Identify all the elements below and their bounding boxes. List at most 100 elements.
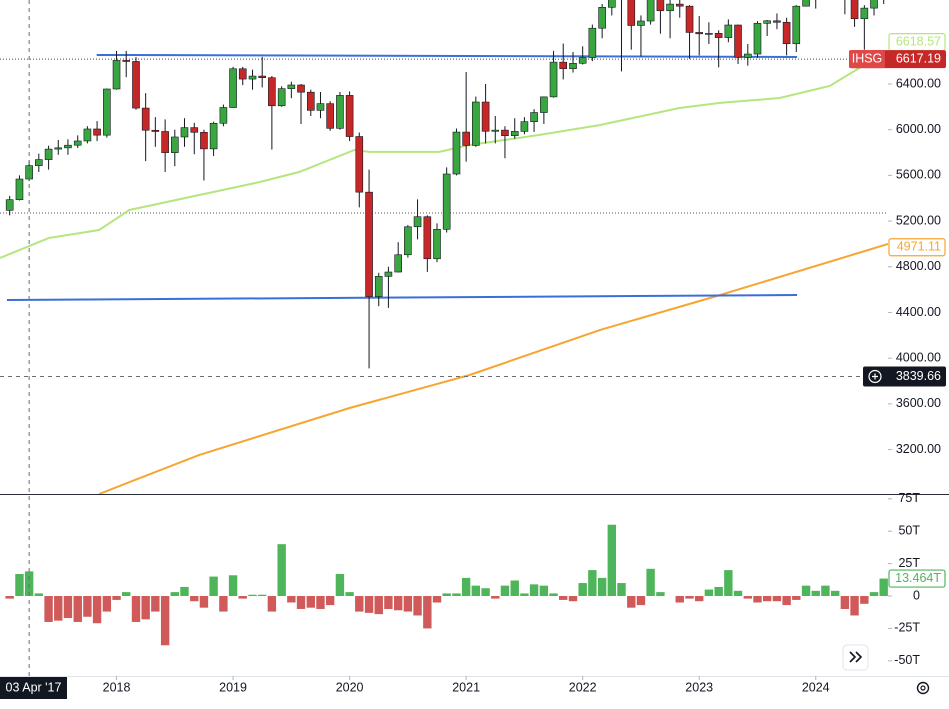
- candle-body: [229, 68, 237, 108]
- volume-bar: [394, 596, 403, 611]
- candle-body: [773, 20, 781, 23]
- candle-body: [151, 129, 160, 132]
- candle-body: [83, 128, 92, 142]
- y-tick-label: 3600.00: [896, 396, 941, 410]
- candle-body: [724, 24, 733, 38]
- candle-body: [316, 103, 325, 111]
- candle-body: [637, 20, 645, 26]
- candle-body: [472, 101, 480, 146]
- volume-bar: [160, 596, 170, 646]
- volume-bar: [568, 596, 578, 602]
- volume-bar: [656, 592, 665, 597]
- y-tick-label: 4000.00: [896, 350, 941, 364]
- scroll-icon: [849, 651, 863, 663]
- candle-body: [355, 136, 364, 193]
- y-tick-label: -25T: [894, 621, 920, 635]
- volume-bar: [73, 596, 82, 622]
- volume-bar: [821, 585, 830, 597]
- ma-value-box: [888, 238, 946, 257]
- scroll-button[interactable]: [842, 644, 869, 671]
- crosshair-plus-sign: [872, 373, 878, 380]
- y-tick-label: 3200.00: [896, 442, 941, 456]
- y-tick-label: 6400.00: [896, 76, 941, 90]
- candle-body: [287, 84, 296, 89]
- candle-body: [753, 23, 762, 55]
- candle-body: [268, 77, 276, 107]
- y-tick-label: 0: [913, 588, 920, 602]
- candle-body: [103, 88, 111, 136]
- candle-body: [695, 32, 704, 35]
- volume-bar: [627, 596, 636, 608]
- y-tick-label: 4400.00: [896, 305, 941, 319]
- volume-bar: [325, 596, 335, 606]
- candle-body: [238, 68, 247, 80]
- candle-body: [277, 88, 286, 107]
- candle-body: [666, 3, 674, 12]
- volume-bar: [695, 596, 704, 602]
- candle-body: [248, 75, 257, 80]
- volume-bar: [228, 575, 238, 597]
- candle-body: [685, 5, 694, 33]
- candle-body: [559, 61, 568, 69]
- volume-bar: [733, 590, 743, 597]
- volume-bar: [510, 580, 519, 597]
- candle-body: [171, 136, 179, 153]
- volume-bar: [277, 544, 286, 597]
- candle-body: [598, 7, 606, 29]
- volume-bar: [44, 596, 53, 622]
- x-tick-label: 2023: [685, 680, 713, 694]
- volume-bar: [413, 596, 422, 616]
- volume-value-label: 13.464T: [895, 571, 941, 585]
- volume-bar: [316, 596, 325, 609]
- candle-body: [345, 95, 354, 137]
- candle-body: [860, 7, 869, 20]
- candle-body: [656, 0, 665, 12]
- candle-body: [297, 84, 305, 93]
- volume-bar: [92, 596, 102, 624]
- volume-bar: [267, 596, 277, 612]
- volume-bar: [442, 593, 451, 597]
- y-tick-label: 4800.00: [896, 259, 941, 273]
- candle-body: [112, 60, 121, 90]
- volume-bar: [646, 568, 655, 597]
- x-tick-label: 2022: [569, 680, 597, 694]
- candle-body: [792, 5, 801, 45]
- candle-body: [132, 61, 140, 109]
- volume-bar: [34, 593, 44, 597]
- x-tick-label: 2020: [336, 680, 364, 694]
- volume-bar: [452, 593, 461, 597]
- volume-bar: [704, 589, 714, 597]
- volume-bar: [461, 577, 471, 597]
- candle-body: [763, 20, 771, 24]
- crosshair-time-label: 03 Apr '17: [6, 680, 62, 694]
- volume-bar: [743, 596, 753, 599]
- volume-bar: [141, 596, 150, 620]
- candle-body: [782, 21, 791, 45]
- volume-bar: [636, 596, 646, 606]
- candle-body: [423, 216, 432, 260]
- candle-body: [501, 129, 509, 137]
- volume-bar: [607, 524, 617, 597]
- volume-bar: [248, 594, 257, 597]
- volume-bar: [471, 585, 481, 597]
- volume-bar: [374, 596, 383, 615]
- candle-body: [258, 75, 267, 78]
- volume-bar: [753, 596, 762, 603]
- candle-body: [705, 33, 713, 35]
- candle-body: [336, 95, 344, 129]
- volume-bar: [811, 590, 820, 597]
- volume-bar: [364, 596, 374, 613]
- volume-bar: [588, 570, 597, 597]
- volume-bar: [782, 596, 791, 606]
- volume-bar: [238, 596, 247, 599]
- volume-bar: [675, 596, 684, 603]
- volume-bar: [772, 596, 782, 602]
- candle-body: [35, 159, 43, 166]
- candle-body: [306, 91, 315, 111]
- candle-body: [64, 144, 72, 149]
- symbol-box: [849, 50, 885, 69]
- settings-button[interactable]: [916, 681, 930, 695]
- last-price-label: 6617.19: [896, 51, 941, 65]
